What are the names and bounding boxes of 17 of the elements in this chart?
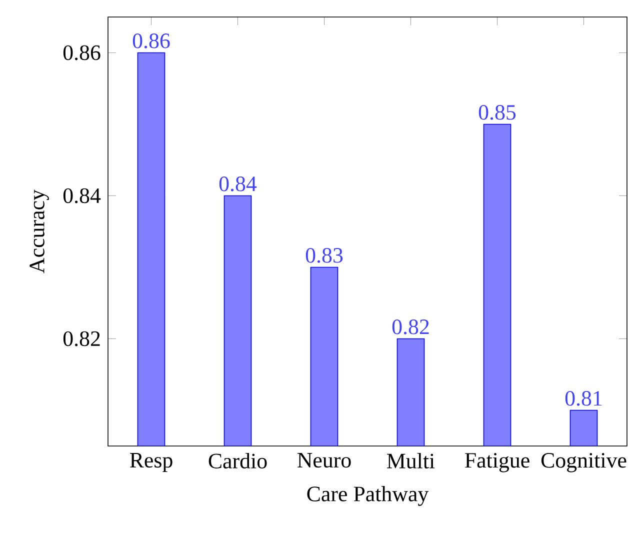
y-axis-title: Accuracy bbox=[30, 190, 49, 274]
data-label: 0.81 bbox=[565, 390, 602, 406]
x-tick-label: Fatigue bbox=[465, 453, 530, 472]
x-tick-label: Resp bbox=[130, 453, 172, 472]
data-label: 0.85 bbox=[478, 104, 516, 120]
x-axis-title: Care Pathway bbox=[307, 486, 429, 506]
data-label: 0.84 bbox=[219, 176, 257, 192]
y-tick-label: 0.82 bbox=[63, 331, 100, 346]
y-tick-label: 0.86 bbox=[63, 45, 100, 60]
x-tick-label: Cardio bbox=[208, 453, 267, 468]
data-label: 0.83 bbox=[306, 248, 343, 263]
data-label: 0.82 bbox=[392, 319, 429, 334]
x-tick-label: Multi bbox=[387, 453, 435, 468]
x-tick-label: Cognitive bbox=[541, 453, 626, 472]
data-label: 0.86 bbox=[132, 33, 170, 48]
x-tick-label: Neuro bbox=[297, 453, 351, 468]
y-tick-label: 0.84 bbox=[63, 188, 101, 204]
